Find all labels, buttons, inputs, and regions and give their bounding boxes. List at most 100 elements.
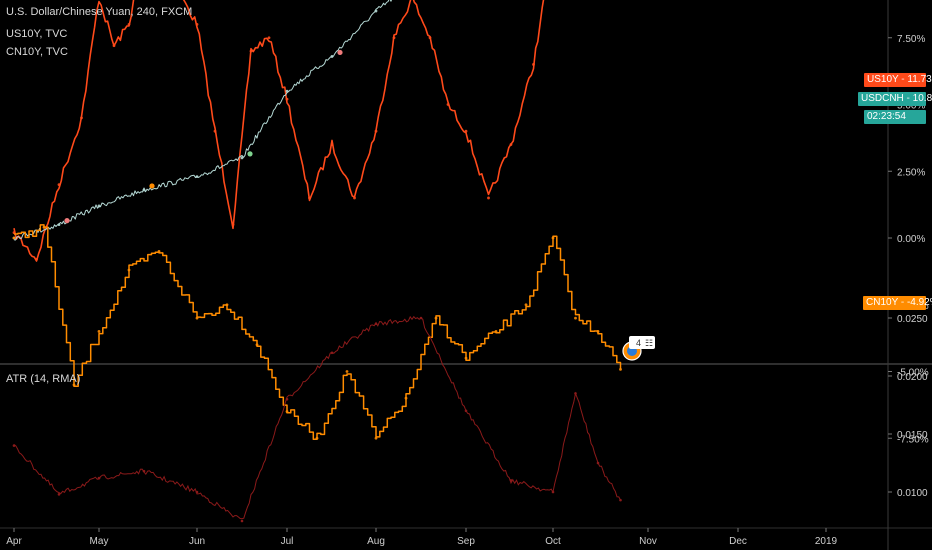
point-cn10y [345, 370, 349, 373]
event-badge-count: 4 [636, 338, 641, 348]
point-cn10y [574, 316, 577, 320]
time-tick-label: Dec [729, 536, 747, 547]
event-dot [337, 49, 343, 56]
legend-main[interactable]: U.S. Dollar/Chinese Yuan, 240, FXCM [6, 6, 193, 18]
point-cn10y [255, 343, 259, 347]
price-tick-label: 7.50% [897, 34, 925, 45]
time-tick-label: Jul [281, 536, 294, 547]
point-us10y [464, 129, 468, 133]
atr-pane[interactable] [12, 315, 622, 523]
atr-tick-label: 0.0250 [897, 314, 928, 325]
event-dot [64, 218, 70, 224]
point-us10y [57, 183, 61, 187]
point-cn10y [12, 236, 16, 240]
point-us10y [446, 103, 450, 106]
usdcnh-tag-value: 10.85% [912, 93, 932, 104]
price-tick-label: -5.00% [897, 368, 929, 379]
us10y-tag-value: 11.73% [907, 74, 932, 85]
point-cn10y [195, 316, 199, 320]
event-badge[interactable]: 4 ☷ [622, 336, 655, 361]
point-usdcnh [142, 188, 146, 192]
point-cn10y [404, 396, 408, 400]
series-line-atr [13, 315, 621, 520]
price-tick-label: 2.50% [897, 167, 925, 178]
point-atr [330, 351, 334, 355]
point-us10y [249, 49, 253, 53]
point-cn10y [42, 225, 46, 229]
point-atr [374, 322, 378, 326]
point-cn10y [157, 249, 161, 253]
point-cn10y [524, 303, 528, 307]
time-tick-label: 2019 [815, 536, 838, 547]
point-atr [240, 519, 244, 523]
time-tick-label: Apr [6, 536, 22, 547]
point-atr [419, 316, 423, 320]
point-atr [464, 409, 468, 413]
time-tick-label: Nov [639, 536, 657, 547]
point-atr [97, 476, 101, 480]
time-tick-label: Sep [457, 536, 475, 547]
usdcnh-price-tag: USDCNH - 10.85% [858, 92, 932, 106]
us10y-tag-symbol: US10Y [867, 74, 899, 85]
time-tick-label: Oct [545, 536, 561, 547]
atr-tick-label: 0.0100 [897, 488, 928, 499]
point-cn10y [72, 383, 76, 387]
point-us10y [80, 116, 83, 120]
time-axis[interactable]: Apr May Jun Jul Aug Sep Oct Nov Dec 2019 [6, 528, 838, 547]
legend-cn10y[interactable]: CN10Y, TVC [6, 46, 68, 58]
point-atr [619, 498, 622, 502]
point-us10y [231, 223, 235, 227]
series-line-usdcnh [13, 0, 392, 241]
point-atr [12, 444, 16, 447]
point-usdcnh [285, 89, 289, 93]
point-us10y [428, 36, 432, 40]
point-us10y [330, 143, 334, 146]
time-tick-label: Jun [189, 536, 205, 547]
point-us10y [267, 36, 271, 40]
bar-countdown-timer: 02:23:54 [864, 110, 926, 124]
time-tick-label: May [90, 536, 109, 547]
cn10y-tag-value: -4.92% [906, 297, 932, 308]
point-us10y [213, 129, 217, 133]
point-cn10y [619, 367, 622, 371]
point-atr [509, 479, 513, 482]
point-us10y [509, 143, 513, 146]
price-tick-label: 0.00% [897, 234, 925, 245]
series-line-us10y [13, 0, 545, 262]
point-us10y [532, 63, 535, 66]
point-atr [551, 490, 555, 494]
point-us10y [195, 23, 199, 26]
point-usdcnh [330, 55, 334, 58]
point-us10y [112, 44, 116, 48]
atr-tick-label: 0.0150 [897, 430, 928, 441]
price-tick-label: 5.00% [897, 101, 925, 112]
point-atr [57, 493, 61, 496]
point-us10y [308, 196, 311, 200]
point-cn10y [434, 316, 438, 320]
point-us10y [285, 97, 289, 101]
point-cn10y [127, 268, 131, 272]
point-usdcnh [97, 204, 101, 208]
point-usdcnh [57, 223, 61, 227]
event-badge-icon: ☷ [645, 338, 653, 348]
point-us10y [353, 196, 356, 200]
point-cn10y [374, 436, 378, 440]
price-tick-label: -7.50% [897, 434, 929, 445]
us10y-price-tag: US10Y - 11.73% [864, 73, 932, 87]
event-dot [247, 151, 253, 157]
point-us10y [127, 23, 131, 26]
atr-tick-label: 0.0200 [897, 372, 928, 383]
point-cn10y [97, 330, 101, 333]
legend-us10y[interactable]: US10Y, TVC [6, 28, 68, 40]
point-cn10y [464, 356, 468, 360]
usdcnh-tag-symbol: USDCNH [861, 93, 904, 104]
legend-atr[interactable]: ATR (14, RMA) [6, 373, 81, 385]
point-atr [195, 490, 199, 494]
point-cn10y [315, 436, 319, 440]
point-atr [574, 392, 577, 395]
main-pane[interactable] [0, 0, 888, 440]
point-cn10y [494, 330, 498, 333]
point-us10y [487, 196, 490, 200]
